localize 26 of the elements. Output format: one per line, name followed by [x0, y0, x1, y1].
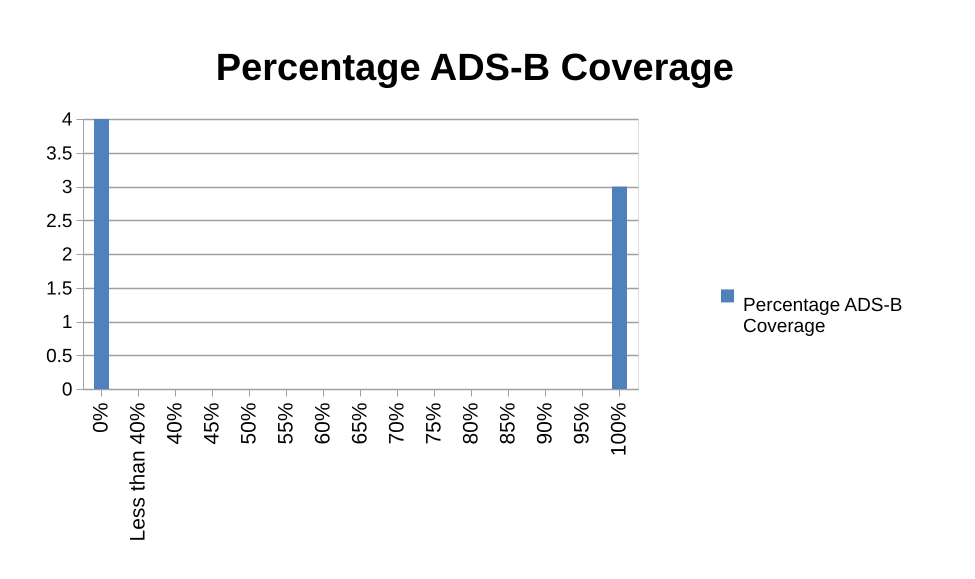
x-tick-label: 0% — [90, 402, 112, 433]
x-tick-label: Less than 40% — [126, 402, 150, 542]
y-tick-label: 4 — [62, 110, 73, 130]
x-tick-label: 85% — [496, 402, 520, 445]
x-tick-label: 90% — [534, 402, 556, 445]
x-tick-label: 95% — [570, 402, 594, 445]
y-tick-label: 1 — [62, 312, 72, 333]
y-tick-label: 3 — [62, 177, 72, 198]
x-tick-label: 40% — [164, 402, 186, 445]
x-tick-label: 60% — [312, 402, 334, 445]
x-tick-label: 80% — [460, 402, 482, 445]
chart-title: Percentage ADS-B Coverage — [216, 47, 734, 89]
y-tick-label: 3.5 — [46, 143, 72, 164]
y-tick-label: 0 — [62, 380, 72, 400]
x-tick-label: 65% — [348, 402, 372, 445]
x-tick-label: 75% — [422, 402, 446, 445]
x-tick-label: 100% — [608, 402, 630, 456]
legend-label: Percentage ADS-B Coverage — [743, 294, 902, 337]
y-tick-label: 2 — [62, 244, 72, 266]
x-tick-label: 45% — [200, 402, 224, 445]
x-tick-label: 50% — [238, 402, 260, 445]
y-tick-label: 0.5 — [46, 346, 72, 367]
y-tick-label: 1.5 — [46, 278, 72, 300]
x-tick-label: 55% — [274, 402, 298, 445]
x-tick-label: 70% — [386, 402, 408, 445]
y-tick-label: 2.5 — [46, 210, 72, 232]
